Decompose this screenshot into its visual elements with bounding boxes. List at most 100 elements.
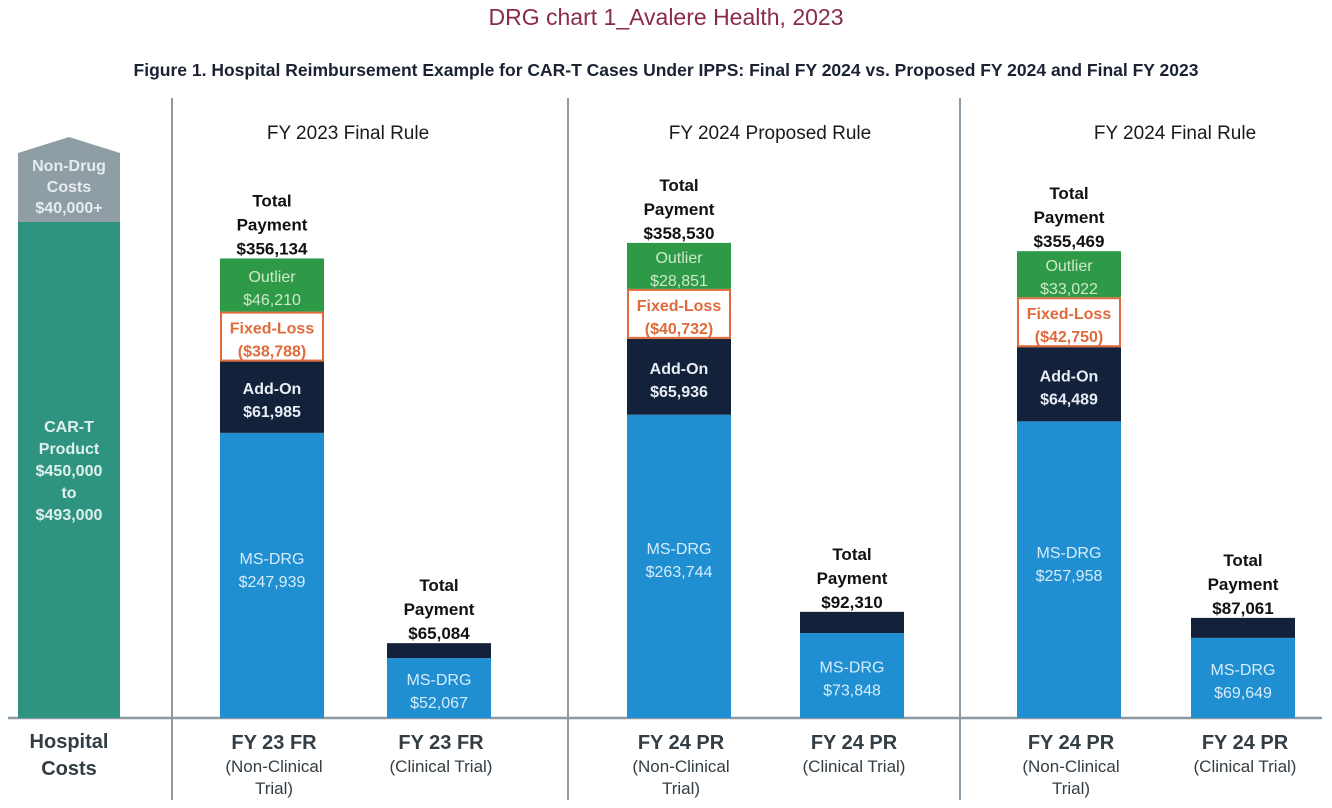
total-payment-label: Payment [1208, 575, 1279, 594]
total-payment-label: $92,310 [821, 593, 882, 612]
total-payment-label: Total [419, 576, 458, 595]
category-label: FY 24 PR [811, 732, 898, 754]
category-sublabel: Trial) [255, 779, 293, 798]
total-payment-label: Payment [404, 600, 475, 619]
segment-label: $65,936 [650, 384, 708, 401]
segment-label: Outlier [1045, 258, 1093, 275]
segment-label: $257,958 [1036, 568, 1103, 585]
total-payment-label: Total [832, 545, 871, 564]
category-sublabel: Trial) [662, 779, 700, 798]
category-label: FY 23 FR [231, 732, 317, 754]
total-payment-label: $358,530 [644, 224, 715, 243]
total-payment-label: Payment [237, 215, 308, 234]
total-payment-label: Total [659, 176, 698, 195]
segment-label: $247,939 [239, 574, 306, 591]
total-payment-label: Payment [1034, 208, 1105, 227]
segment-label: Fixed-Loss [1027, 306, 1112, 323]
bar-segment-fixed-loss [1017, 297, 1121, 348]
segment-label: Add-On [243, 381, 302, 398]
segment-label: to [61, 485, 76, 502]
bar-segment-add-on [800, 611, 904, 634]
category-sublabel: (Clinical Trial) [803, 757, 906, 776]
total-payment-label: $356,134 [237, 239, 308, 258]
segment-label: $33,022 [1040, 281, 1098, 298]
total-payment-label: $65,084 [408, 624, 470, 643]
category-label: FY 24 PR [1028, 732, 1115, 754]
bar-segment-ms-drg [1017, 421, 1121, 718]
segment-label: $28,851 [650, 273, 708, 290]
category-label: FY 24 PR [1202, 732, 1289, 754]
bar-segment-ms-drg [627, 414, 731, 718]
bar-segment-non-drug-costs [18, 137, 120, 222]
total-payment-label: $87,061 [1212, 599, 1273, 618]
chart-title: Figure 1. Hospital Reimbursement Example… [133, 60, 1199, 80]
bar-segment-ms-drg [800, 633, 904, 718]
bar-segment-ms-drg [387, 658, 491, 718]
category-label: FY 23 FR [398, 732, 484, 754]
bar-segment-outlier [1017, 251, 1121, 298]
category-sublabel: (Clinical Trial) [1194, 757, 1297, 776]
bar-segment-add-on [1017, 347, 1121, 422]
total-payment-label: Total [1049, 184, 1088, 203]
segment-label: MS-DRG [240, 551, 305, 568]
category-sublabel: (Non-Clinical [1022, 757, 1119, 776]
segment-label: $46,210 [243, 292, 301, 309]
segment-label: Add-On [650, 361, 709, 378]
category-sublabel: (Clinical Trial) [390, 757, 493, 776]
segment-label: $61,985 [243, 404, 301, 421]
category-label: Hospital [30, 731, 109, 753]
bar-segment-ms-drg [220, 432, 324, 718]
segment-label: Product [39, 441, 100, 458]
segment-label: Add-On [1040, 368, 1099, 385]
segment-label: Outlier [655, 250, 703, 267]
bar-segment-car-t-product [18, 222, 120, 718]
segment-label: ($38,788) [238, 344, 307, 361]
panel-title: FY 2023 Final Rule [267, 123, 429, 144]
category-label: Costs [41, 758, 97, 780]
bar-segment-outlier [220, 258, 324, 312]
bar-segment-fixed-loss [627, 288, 731, 339]
segment-label: Outlier [248, 269, 296, 286]
segment-label: CAR-T [44, 419, 94, 436]
total-payment-label: Total [1223, 551, 1262, 570]
total-payment-label: Payment [817, 569, 888, 588]
total-payment-label: $355,469 [1034, 232, 1105, 251]
bar-segment-add-on [1191, 617, 1295, 638]
segment-label: MS-DRG [647, 541, 712, 558]
category-label: FY 24 PR [638, 732, 725, 754]
bar-segment-add-on [387, 643, 491, 659]
bar-segment-add-on [627, 338, 731, 415]
segment-label: $263,744 [646, 564, 713, 581]
segment-label: MS-DRG [1211, 662, 1276, 679]
total-payment-label: Payment [644, 200, 715, 219]
segment-label: Costs [47, 179, 92, 196]
segment-label: $450,000 [36, 463, 103, 480]
category-sublabel: (Non-Clinical [225, 757, 322, 776]
segment-label: MS-DRG [407, 672, 472, 689]
category-sublabel: Trial) [1052, 779, 1090, 798]
panel-title: FY 2024 Proposed Rule [669, 123, 871, 144]
segment-label: Fixed-Loss [637, 298, 722, 315]
segment-label: MS-DRG [820, 660, 885, 677]
bar-segment-fixed-loss [220, 311, 324, 362]
bar-segment-add-on [220, 361, 324, 433]
segment-label: $69,649 [1214, 685, 1272, 702]
segment-label: $52,067 [410, 695, 468, 712]
segment-label: $40,000+ [35, 200, 102, 217]
segment-label: ($42,750) [1035, 329, 1104, 346]
category-sublabel: (Non-Clinical [632, 757, 729, 776]
bar-segment-ms-drg [1191, 637, 1295, 718]
segment-label: ($40,732) [645, 321, 714, 338]
segment-label: $493,000 [36, 507, 103, 524]
segment-label: Non-Drug [32, 158, 106, 175]
bar-segment-outlier [627, 242, 731, 289]
segment-label: MS-DRG [1037, 545, 1102, 562]
total-payment-label: Total [252, 191, 291, 210]
segment-label: $64,489 [1040, 391, 1098, 408]
segment-label: $73,848 [823, 683, 881, 700]
panel-title: FY 2024 Final Rule [1094, 123, 1256, 144]
header-title: DRG chart 1_Avalere Health, 2023 [488, 4, 844, 30]
segment-label: Fixed-Loss [230, 321, 315, 338]
